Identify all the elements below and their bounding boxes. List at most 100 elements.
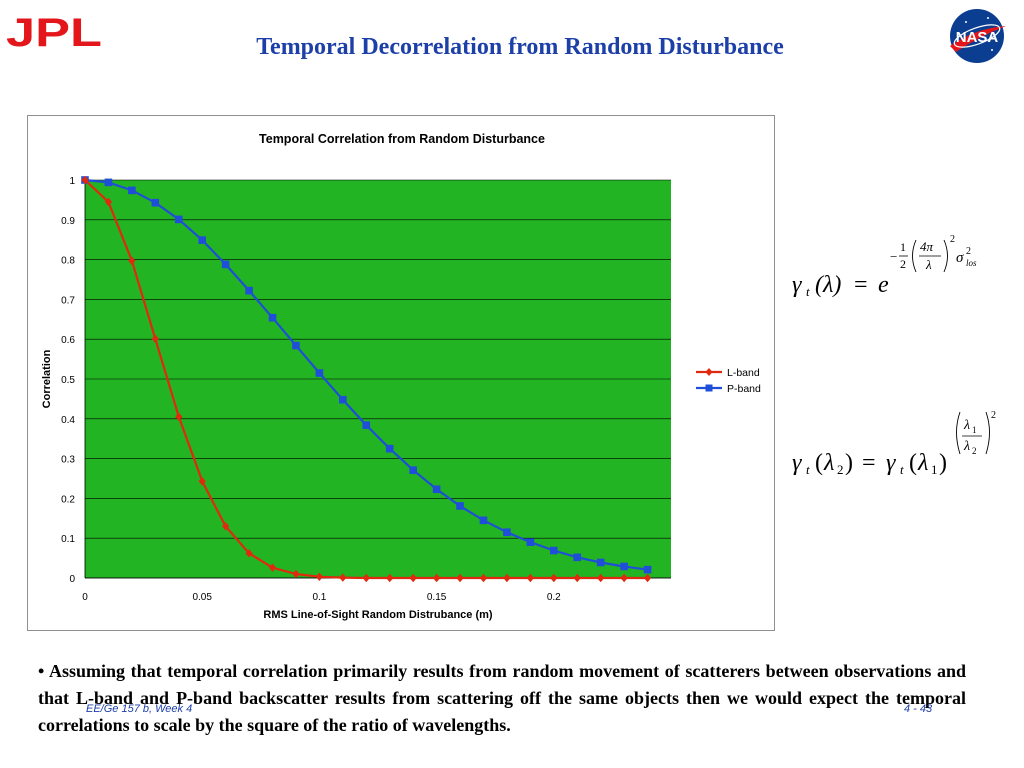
data-point-p-band [596,558,605,567]
equation-gamma-scaling: γ t ( λ 2 ) = γ t ( λ 1 ) λ 1 λ 2 2 [792,410,996,477]
legend-label-p-band: P-band [727,383,761,395]
data-point-l-band [620,573,628,583]
data-point-p-band [432,485,441,494]
data-point-p-band [198,236,206,244]
data-point-l-band [362,573,370,583]
eq2-sub-one: 1 [931,462,938,477]
legend-label-l-band: L-band [727,367,760,379]
x-axis-label: RMS Line-of-Sight Random Distrubance (m) [263,609,493,621]
data-point-p-band [526,538,535,546]
data-point-l-band [503,573,511,583]
data-point-p-band [620,562,628,571]
data-point-l-band [151,334,159,344]
eq1-sigma-sub: los [966,258,977,268]
x-tick-label: 0.1 [312,592,326,603]
data-point-l-band [175,412,183,422]
nasa-logo-text: NASA [956,29,999,46]
x-tick-label: 0.2 [547,592,561,603]
eq1-exp-den: λ [925,257,932,272]
eq2-gamma-left: γ [792,450,802,476]
data-point-p-band [385,444,394,453]
y-tick-label: 0.8 [61,256,75,267]
y-tick-label: 0.1 [61,534,75,545]
y-axis-label: Correlation [41,349,53,408]
jpl-logo: JPL [6,14,102,48]
eq2-exp-num: λ [963,418,970,433]
y-tick-label: 0.6 [61,335,75,346]
data-point-l-band [198,477,206,486]
eq1-exp-one: 1 [900,240,906,254]
data-point-l-band [339,573,347,582]
data-point-l-band [128,256,136,265]
data-point-p-band [292,341,300,350]
bullet-text: • Assuming that temporal correlation pri… [38,661,966,735]
eq1-exp-square: 2 [950,234,955,245]
eq2-lambda-right: λ [917,450,928,476]
eq2-equals: = [862,450,876,476]
nasa-logo-star [991,49,993,51]
y-tick-label: 0.7 [61,295,75,306]
eq1-exp-two: 2 [900,257,906,271]
eq2-exp-square: 2 [991,410,996,421]
data-point-l-band [643,573,652,583]
eq2-lambda-left: λ [823,450,834,476]
data-point-l-band [597,573,605,583]
data-point-l-band [479,573,488,583]
eq1-gamma: γ [792,272,802,298]
data-point-p-band [550,546,558,555]
eq2-paren-open-right: ( [909,450,917,476]
data-point-l-band [526,573,534,583]
eq1-exp-left-paren [912,239,917,273]
eq2-sub-t-right: t [900,462,904,477]
nasa-logo-chevron [950,26,1006,52]
eq1-sigma: σ [956,250,964,266]
nasa-logo-star [987,17,989,19]
eq2-exp-left-paren [956,411,961,455]
eq2-exp-den: λ [963,439,970,454]
data-point-l-band [222,522,230,531]
data-point-p-band [409,466,417,474]
eq1-sigma-sup: 2 [966,246,971,257]
data-point-p-band [315,369,324,377]
eq2-sub-two: 2 [837,462,844,477]
data-point-l-band [386,573,394,583]
y-tick-label: 1 [69,176,75,187]
data-point-l-band [245,549,253,558]
eq2-exp-den-sub: 2 [972,446,977,456]
data-point-p-band [362,421,371,429]
data-point-l-band [292,569,300,579]
y-tick-label: 0 [69,574,75,585]
data-point-p-band [456,502,464,510]
data-point-p-band [104,178,113,187]
data-point-p-band [643,565,652,574]
chart-frame: 0 0.1 0.2 0.3 0.4 0.5 0.6 0.7 0.8 0.9 1 0 0.05 0.1 0.1… [27,115,775,631]
data-point-p-band [221,260,230,269]
data-point-l-band [573,573,581,583]
eq2-sub-t-left: t [806,462,810,477]
eq2-paren-close-left: ) [845,450,853,476]
chart-title: Temporal Correlation from Random Disturb… [259,132,545,146]
eq1-lhs-arg: (λ) [815,272,841,298]
y-tick-label: 0.9 [61,216,75,227]
data-point-p-band [174,215,183,224]
y-tick-label: 0.2 [61,494,75,505]
eq2-gamma-right: γ [886,450,896,476]
y-tick-label: 0.3 [61,455,75,466]
footer-course-label: EE/Ge 157 b, Week 4 [86,703,193,715]
eq2-exp-num-sub: 1 [972,425,977,435]
data-point-p-band [245,286,253,295]
correlation-chart: 0 0.1 0.2 0.3 0.4 0.5 0.6 0.7 0.8 0.9 1 0 0.05 0.1 0.1… [41,132,761,621]
footer-slide-number: 4 - 43 [904,703,933,715]
legend-marker-l-band [705,368,713,376]
legend-marker-p-band [705,384,713,392]
eq1-sub-t: t [806,284,810,299]
eq2-paren-close-right: ) [939,450,947,476]
data-point-l-band [409,573,417,583]
nasa-logo-orbit [953,24,1001,48]
nasa-logo-star [965,21,967,23]
data-point-l-band [550,573,558,583]
data-point-p-band [339,395,347,404]
equation-gamma-exponential: γ t (λ) = e − 1 2 4π λ 2 σ 2 los [792,234,977,299]
data-point-p-band [573,553,582,562]
eq1-base-e: e [878,272,889,298]
